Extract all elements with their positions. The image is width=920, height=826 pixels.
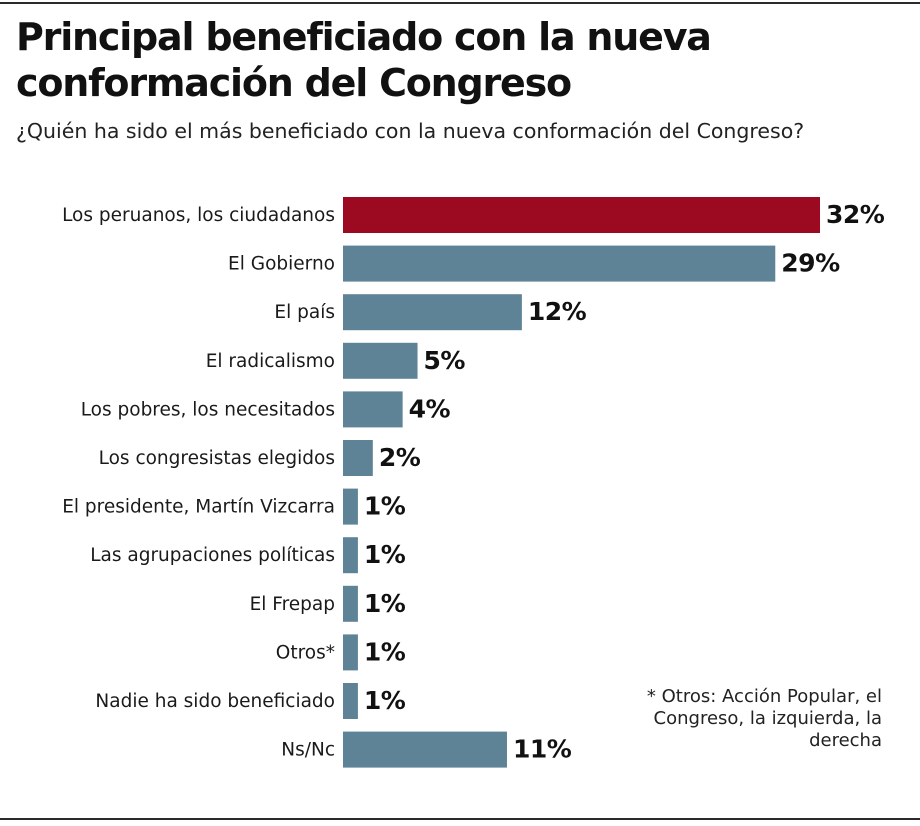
bar	[343, 683, 358, 719]
value-label: 29%	[781, 249, 840, 278]
bar	[343, 342, 418, 379]
value-label: 1%	[364, 492, 406, 521]
category-label: El Frepap	[250, 594, 335, 615]
category-label: El presidente, Martín Vizcarra	[62, 497, 335, 518]
category-label: Los pobres, los necesitados	[81, 399, 335, 420]
value-label: 2%	[379, 443, 421, 472]
chart-title: Principal beneficiado con la nueva confo…	[16, 15, 712, 105]
category-label: Ns/Nc	[281, 740, 335, 761]
bar	[343, 197, 820, 233]
bar	[343, 731, 507, 768]
value-label: 32%	[826, 200, 885, 229]
value-label: 1%	[364, 637, 406, 666]
value-label: 4%	[409, 394, 451, 423]
bar	[343, 440, 373, 476]
category-label: Los congresistas elegidos	[99, 448, 335, 469]
top-rule	[0, 2, 920, 4]
value-label: 12%	[528, 297, 587, 326]
value-label: 1%	[364, 540, 406, 569]
bar	[343, 391, 403, 428]
value-label: 1%	[364, 589, 406, 618]
category-label: El país	[274, 302, 335, 323]
category-label: Nadie ha sido beneficiado	[95, 691, 335, 712]
bottom-rule	[0, 818, 920, 820]
bar	[343, 245, 776, 282]
category-label: Otros*	[276, 642, 335, 663]
category-label: El radicalismo	[206, 351, 335, 372]
category-label: Los peruanos, los ciudadanos	[62, 205, 335, 226]
bar	[343, 537, 358, 574]
bar	[343, 634, 358, 671]
bar	[343, 585, 358, 622]
footnote: * Otros: Acción Popular, el Congreso, la…	[646, 686, 882, 751]
value-label: 1%	[364, 686, 406, 715]
category-label: El Gobierno	[228, 254, 335, 275]
bar	[343, 488, 358, 525]
value-label: 5%	[424, 346, 466, 375]
value-label: 11%	[513, 735, 572, 764]
bar	[343, 294, 522, 331]
category-label: Las agrupaciones políticas	[90, 545, 335, 566]
chart-subtitle: ¿Quién ha sido el más beneficiado con la…	[16, 119, 805, 143]
